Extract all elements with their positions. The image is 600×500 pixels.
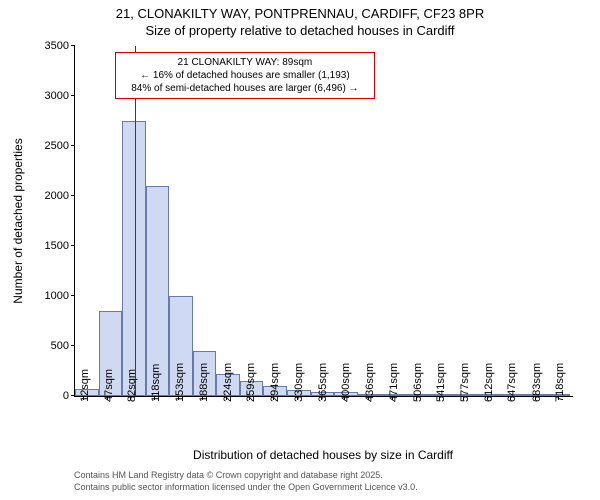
x-tick-label: 400sqm xyxy=(340,363,352,402)
plot-area: 050010001500200025003000350012sqm47sqm82… xyxy=(74,46,573,397)
x-axis-label: Distribution of detached houses by size … xyxy=(74,448,572,462)
x-tick-label: 188sqm xyxy=(198,363,210,402)
footer-attribution: Contains HM Land Registry data © Crown c… xyxy=(74,470,418,493)
chart-container: 21, CLONAKILTY WAY, PONTPRENNAU, CARDIFF… xyxy=(0,0,600,500)
x-tick-label: 224sqm xyxy=(222,363,234,402)
x-tick-label: 118sqm xyxy=(150,364,162,402)
y-tick-label: 2000 xyxy=(45,190,75,202)
y-tick-label: 3000 xyxy=(45,90,75,102)
x-tick-label: 541sqm xyxy=(435,363,447,402)
annotation-box: 21 CLONAKILTY WAY: 89sqm← 16% of detache… xyxy=(115,52,375,99)
x-tick-label: 47sqm xyxy=(103,369,115,402)
x-tick-label: 330sqm xyxy=(293,363,305,402)
x-tick-label: 683sqm xyxy=(531,363,543,402)
footer-line-1: Contains HM Land Registry data © Crown c… xyxy=(74,470,418,482)
x-tick-label: 12sqm xyxy=(79,369,91,402)
y-tick-label: 2500 xyxy=(45,140,75,152)
x-tick-label: 577sqm xyxy=(459,363,471,402)
title-line-2: Size of property relative to detached ho… xyxy=(0,23,600,40)
footer-line-2: Contains public sector information licen… xyxy=(74,482,418,494)
x-tick-label: 471sqm xyxy=(388,363,400,402)
annotation-line: 21 CLONAKILTY WAY: 89sqm xyxy=(122,56,368,69)
x-tick-label: 436sqm xyxy=(364,363,376,402)
x-tick-label: 506sqm xyxy=(412,363,424,402)
y-tick-label: 1500 xyxy=(45,240,75,252)
x-tick-label: 153sqm xyxy=(174,363,186,402)
x-tick-label: 365sqm xyxy=(317,363,329,402)
annotation-line: ← 16% of detached houses are smaller (1,… xyxy=(122,69,368,82)
x-tick-label: 612sqm xyxy=(483,363,495,402)
y-axis-label: Number of detached properties xyxy=(11,138,25,303)
x-tick-label: 718sqm xyxy=(554,363,566,402)
chart-titles: 21, CLONAKILTY WAY, PONTPRENNAU, CARDIFF… xyxy=(0,0,600,40)
histogram-bar xyxy=(122,121,146,396)
title-line-1: 21, CLONAKILTY WAY, PONTPRENNAU, CARDIFF… xyxy=(0,6,600,23)
x-tick-label: 294sqm xyxy=(269,363,281,402)
y-tick-label: 0 xyxy=(63,390,75,402)
x-tick-label: 259sqm xyxy=(245,363,257,402)
y-tick-label: 500 xyxy=(51,340,75,352)
y-tick-label: 1000 xyxy=(45,290,75,302)
x-tick-label: 82sqm xyxy=(126,369,138,402)
annotation-line: 84% of semi-detached houses are larger (… xyxy=(122,82,368,95)
x-tick-label: 647sqm xyxy=(506,363,518,402)
y-tick-label: 3500 xyxy=(45,40,75,52)
